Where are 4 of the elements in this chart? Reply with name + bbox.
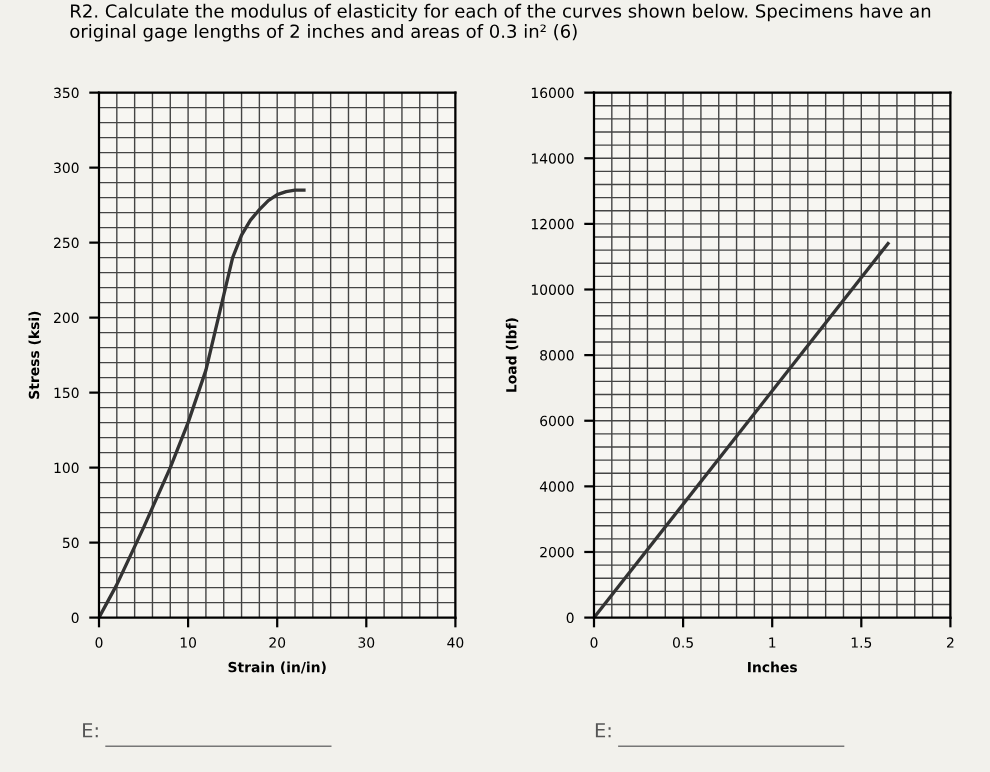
text: E:	[595, 723, 611, 738]
text: E:	[83, 723, 98, 738]
text: R2. Calculate the modulus of elasticity for each of the curves shown below. Specimens have an original gage lengths of 2 inches and areas of 0.3 in² (6)	[70, 3, 931, 42]
line-series	[99, 188, 306, 618]
